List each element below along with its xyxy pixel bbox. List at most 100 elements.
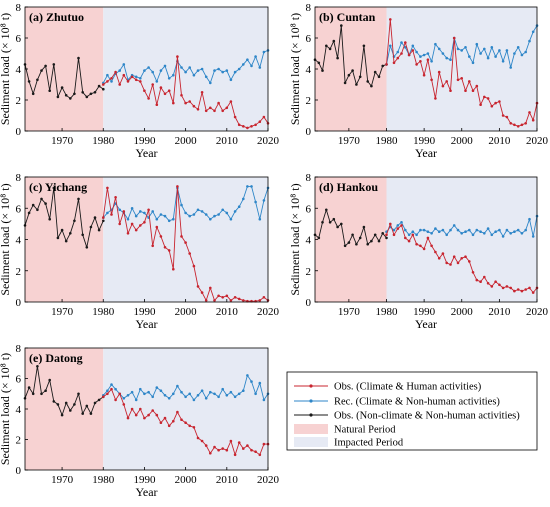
data-point bbox=[209, 451, 212, 455]
data-point bbox=[389, 18, 392, 21]
data-point bbox=[106, 80, 109, 83]
data-point bbox=[192, 398, 196, 402]
data-point bbox=[317, 236, 321, 240]
data-point bbox=[118, 83, 121, 86]
data-point bbox=[225, 69, 229, 72]
data-point bbox=[464, 46, 467, 49]
x-tick-label: 2020 bbox=[526, 306, 549, 318]
impacted-period-band bbox=[103, 7, 268, 131]
data-point bbox=[321, 69, 324, 72]
data-point bbox=[93, 401, 97, 405]
data-point bbox=[233, 210, 237, 213]
data-point bbox=[262, 442, 266, 446]
x-tick-label: 1980 bbox=[92, 306, 115, 318]
data-point bbox=[40, 69, 43, 72]
data-point bbox=[258, 120, 262, 123]
x-tick-label: 2020 bbox=[257, 474, 280, 486]
data-point bbox=[246, 185, 249, 188]
data-point bbox=[155, 225, 159, 229]
y-tick-label: 8 bbox=[16, 343, 22, 355]
data-point bbox=[242, 125, 245, 128]
x-tick-label: 1990 bbox=[413, 306, 436, 318]
data-point bbox=[44, 64, 47, 68]
data-point bbox=[449, 228, 452, 232]
x-axis-label: Year bbox=[415, 317, 437, 331]
data-point bbox=[143, 416, 146, 420]
data-point bbox=[392, 61, 396, 65]
data-point bbox=[180, 94, 183, 97]
data-point bbox=[325, 44, 328, 48]
data-point bbox=[229, 100, 233, 103]
data-point bbox=[167, 424, 171, 428]
data-point bbox=[520, 123, 524, 127]
data-point bbox=[358, 236, 362, 240]
legend-marker-rec-nonhuman bbox=[309, 399, 313, 403]
data-point bbox=[52, 400, 56, 403]
data-point bbox=[486, 282, 490, 285]
data-point bbox=[209, 286, 212, 290]
data-point bbox=[130, 222, 134, 226]
data-point bbox=[336, 56, 339, 60]
data-point bbox=[192, 213, 196, 216]
data-point bbox=[176, 384, 179, 388]
data-point bbox=[200, 210, 204, 213]
panel-datong: 0 2 4 6 8 1970 1980 1990 2000 2010 2020 (e) Datong… bbox=[0, 343, 280, 499]
data-point bbox=[102, 216, 105, 219]
data-point bbox=[217, 67, 220, 71]
data-point bbox=[69, 232, 72, 235]
data-point bbox=[134, 214, 138, 218]
data-point bbox=[381, 64, 385, 68]
data-point bbox=[449, 263, 452, 266]
data-point bbox=[494, 230, 497, 233]
data-point bbox=[430, 232, 433, 235]
data-point bbox=[516, 228, 520, 232]
data-point bbox=[430, 60, 433, 63]
data-point bbox=[36, 208, 39, 212]
data-point bbox=[509, 232, 512, 235]
y-tick-label: 4 bbox=[16, 404, 22, 416]
y-tick-label: 6 bbox=[16, 374, 22, 386]
data-point bbox=[151, 244, 154, 248]
data-point bbox=[434, 97, 437, 100]
data-point bbox=[460, 49, 464, 52]
data-point bbox=[225, 211, 229, 215]
x-tick-label: 2010 bbox=[216, 474, 239, 486]
data-point bbox=[180, 66, 183, 69]
data-point bbox=[242, 447, 245, 450]
data-point bbox=[237, 67, 241, 71]
data-point bbox=[258, 66, 262, 69]
legend-label-obs-human: Obs. (Climate & Human activities) bbox=[334, 382, 482, 393]
data-point bbox=[81, 233, 84, 237]
y-tick-label: 2 bbox=[306, 95, 312, 107]
data-point bbox=[328, 221, 332, 224]
data-point bbox=[122, 397, 126, 400]
y-tick-label: 4 bbox=[306, 235, 312, 247]
data-point bbox=[385, 236, 388, 240]
data-point bbox=[167, 397, 171, 400]
data-point bbox=[531, 235, 535, 238]
data-point bbox=[204, 444, 208, 447]
data-point bbox=[415, 242, 418, 246]
x-tick-label: 1970 bbox=[338, 306, 361, 318]
data-point bbox=[531, 118, 535, 122]
data-point bbox=[483, 47, 486, 51]
data-point bbox=[213, 392, 216, 396]
data-point bbox=[392, 228, 396, 232]
data-point bbox=[176, 55, 179, 58]
data-point bbox=[27, 211, 31, 215]
data-point bbox=[262, 296, 266, 299]
data-point bbox=[490, 285, 494, 288]
data-point bbox=[419, 244, 422, 248]
data-point bbox=[490, 104, 494, 108]
x-tick-label: 2020 bbox=[257, 135, 280, 147]
data-point bbox=[143, 392, 146, 396]
data-point bbox=[48, 89, 51, 92]
data-point bbox=[159, 421, 163, 425]
data-point bbox=[411, 44, 415, 48]
data-point bbox=[426, 52, 430, 55]
data-point bbox=[347, 73, 351, 77]
data-point bbox=[118, 69, 121, 72]
data-point bbox=[200, 91, 204, 94]
data-point bbox=[89, 225, 93, 229]
data-point bbox=[233, 115, 237, 119]
